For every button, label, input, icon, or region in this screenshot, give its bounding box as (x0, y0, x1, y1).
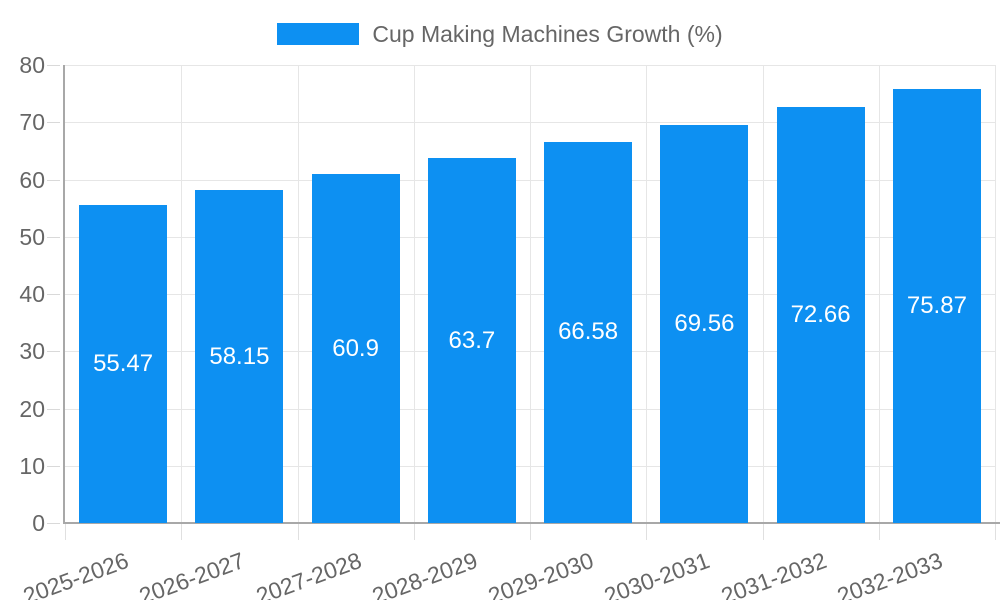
y-axis-label: 50 (19, 224, 45, 250)
x-axis-tick (879, 523, 880, 540)
y-axis-tick (47, 523, 60, 524)
gridline-v (181, 65, 182, 523)
bar[interactable]: 55.47 (79, 205, 168, 523)
bar[interactable]: 58.15 (195, 190, 284, 523)
x-axis-tick (995, 523, 996, 540)
bar[interactable]: 69.56 (660, 124, 749, 523)
y-axis-label: 70 (19, 109, 45, 135)
x-axis-tick (646, 523, 647, 540)
y-axis-tick (47, 180, 60, 181)
x-axis-tick (181, 523, 182, 540)
x-axis-label: 2025-2026 (19, 547, 133, 600)
x-axis-label: 2030-2031 (601, 547, 714, 600)
y-axis-label: 30 (19, 338, 45, 364)
gridline-v (530, 65, 531, 523)
y-axis-tick (47, 122, 60, 123)
x-axis-tick (65, 523, 66, 540)
legend-swatch-icon (277, 23, 360, 45)
y-axis-tick (47, 294, 60, 295)
y-axis-tick (47, 351, 60, 352)
x-axis-line (63, 522, 1000, 524)
y-axis-label: 60 (19, 167, 45, 193)
bar-value-label: 60.9 (332, 334, 379, 362)
bar-value-label: 66.58 (558, 318, 619, 346)
x-axis-tick (414, 523, 415, 540)
bar[interactable]: 63.7 (427, 158, 516, 523)
bar[interactable]: 60.9 (311, 174, 400, 523)
legend[interactable]: Cup Making Machines Growth (%) (0, 20, 1000, 48)
bar-value-label: 55.47 (93, 350, 154, 378)
x-axis-tick (530, 523, 531, 540)
bar[interactable]: 66.58 (544, 141, 633, 523)
bar-value-label: 72.66 (790, 301, 851, 328)
legend-label: Cup Making Machines Growth (%) (372, 20, 723, 47)
y-axis-label: 10 (19, 453, 45, 479)
x-axis-tick (298, 523, 299, 540)
y-axis-tick (47, 409, 60, 410)
gridline-v (995, 65, 996, 523)
x-axis-label: 2027-2028 (252, 547, 365, 600)
bar-value-label: 75.87 (906, 291, 967, 319)
gridline-v (414, 65, 415, 523)
x-axis-label: 2028-2029 (368, 547, 481, 600)
y-axis-tick (47, 237, 60, 238)
gridline-v (298, 65, 299, 523)
gridline-v (763, 65, 764, 523)
y-axis-tick (47, 466, 60, 467)
bar[interactable]: 75.87 (892, 88, 981, 523)
gridline-v (879, 65, 880, 523)
y-axis-label: 40 (19, 281, 45, 307)
x-axis-label: 2031-2032 (717, 547, 830, 600)
y-axis-label: 80 (19, 52, 45, 78)
bar[interactable]: 72.66 (776, 107, 865, 523)
y-axis-label: 0 (32, 510, 45, 536)
y-axis-line (63, 65, 65, 523)
bar-value-label: 63.7 (448, 326, 496, 354)
x-axis-tick (763, 523, 764, 540)
bar-value-label: 69.56 (674, 309, 735, 337)
x-axis-label: 2026-2027 (136, 547, 249, 600)
x-axis-label: 2029-2030 (484, 547, 598, 600)
bar-value-label: 58.15 (209, 342, 270, 370)
y-axis-tick (47, 65, 60, 66)
x-axis-label: 2032-2033 (833, 547, 946, 600)
gridline-v (646, 65, 647, 523)
y-axis-label: 20 (19, 396, 45, 422)
